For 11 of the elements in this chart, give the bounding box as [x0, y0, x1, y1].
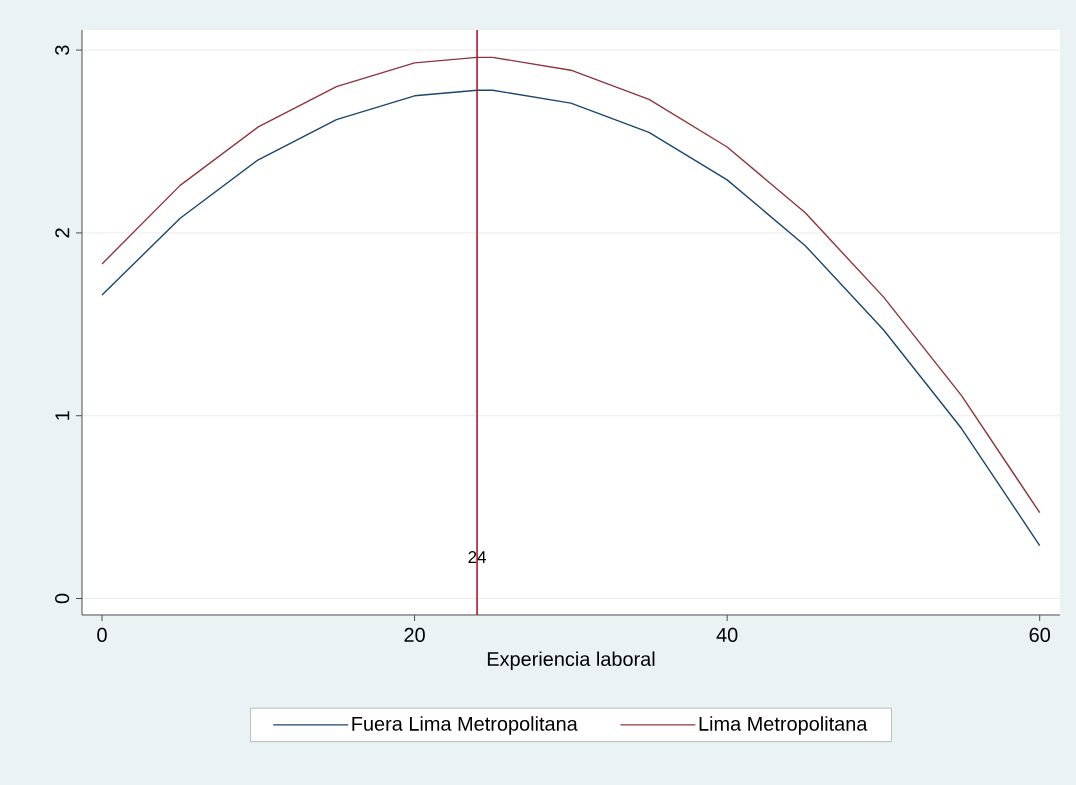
- x-axis-title: Experiencia laboral: [487, 651, 655, 670]
- x-tick-label: 60: [1029, 627, 1050, 642]
- x-tick-label: 20: [404, 627, 425, 642]
- y-tick-label: 2: [55, 228, 70, 238]
- x-tick-label: 40: [716, 627, 738, 642]
- y-tick-label: 3: [55, 45, 70, 55]
- y-tick-label: 0: [55, 593, 70, 604]
- x-tick-label: 0: [97, 627, 107, 642]
- y-tick-label: 1: [55, 411, 70, 420]
- legend-label: Fuera Lima Metropolitana: [352, 716, 578, 735]
- legend-label: Lima Metropolitana: [699, 716, 868, 735]
